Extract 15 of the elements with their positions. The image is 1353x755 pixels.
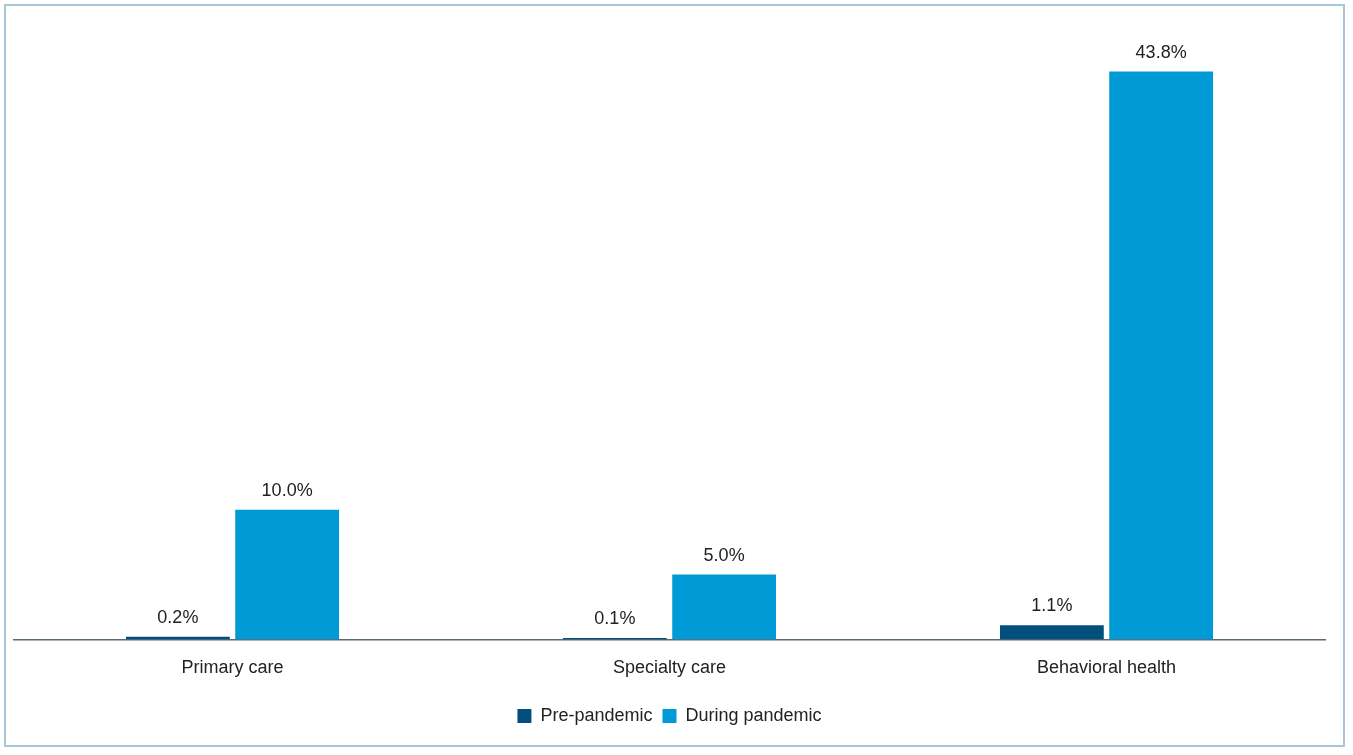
data-label: 43.8% [1135, 41, 1187, 62]
bar [999, 625, 1104, 640]
data-label: 0.1% [594, 608, 636, 629]
bar [1109, 71, 1214, 640]
data-label: 1.1% [1031, 595, 1073, 616]
legend-label: During pandemic [685, 704, 822, 725]
x-tick-label: Primary care [181, 657, 284, 678]
bar [672, 574, 777, 640]
x-tick-label: Behavioral health [1036, 657, 1177, 678]
bar [235, 509, 340, 640]
data-label: 10.0% [261, 479, 313, 500]
legend-label: Pre-pandemic [540, 704, 653, 725]
data-label: 5.0% [703, 544, 745, 565]
x-tick-label: Specialty care [612, 657, 727, 678]
data-label: 0.2% [157, 606, 199, 627]
